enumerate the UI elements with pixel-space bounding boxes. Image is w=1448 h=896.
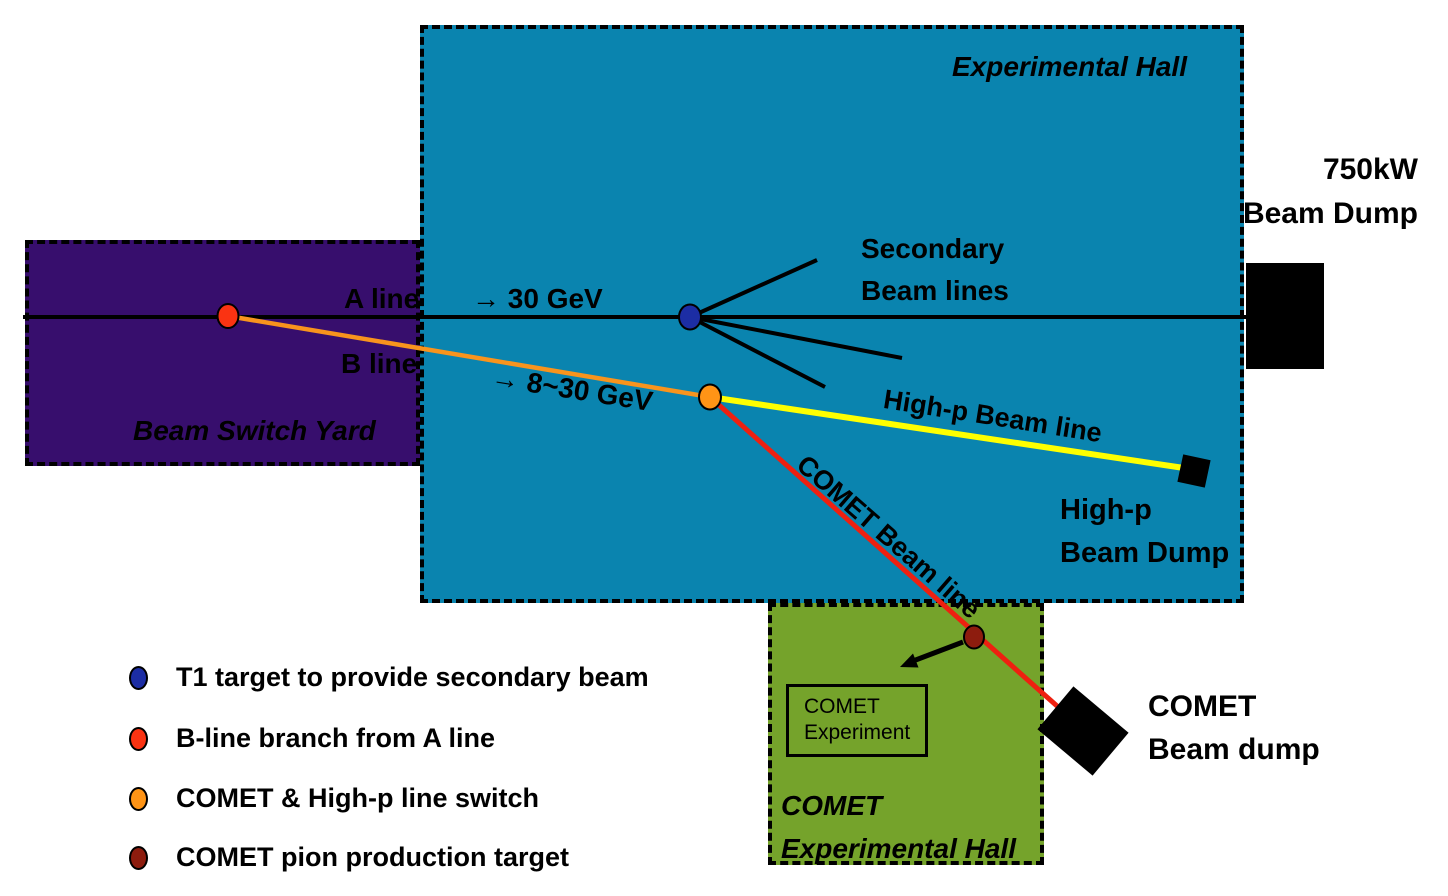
legend-item-b-line-branch: B-line branch from A line [129,723,495,754]
legend-label-line-switch: COMET & High-p line switch [176,783,539,813]
legend-label-b-line-branch: B-line branch from A line [176,723,496,753]
comet-experiment-box-line2: Experiment [804,721,911,744]
high-p-beam-dump-label-line1: High-p [1060,494,1152,526]
legend-label-t1-target: T1 target to provide secondary beam [176,662,649,692]
comet-hall-title-line2: Experimental Hall [781,833,1016,864]
comet-beam-dump-label-line1: COMET [1148,690,1257,723]
a-line-label: A line [344,283,420,314]
b-line-label: B line [341,348,418,379]
750kw-beam-dump-block [1246,263,1324,369]
secondary-beam-lines-label-line1: Secondary [861,233,1005,264]
comet-experiment-box-label: COMET Experiment [804,694,910,746]
comet-beam-dump-block [1037,686,1129,776]
comet-experiment-box-line1: COMET [804,695,880,718]
high-p-beam-dump-label-line2: Beam Dump [1060,537,1230,569]
secondary-beam-lines-label: Secondary Beam lines [861,228,1009,312]
beam-switch-yard-title: Beam Switch Yard [133,415,376,446]
b-line-branch-legend-dot-icon [129,726,148,751]
line-switch-legend-dot-icon [129,786,148,811]
comet-hall-title-line1: COMET [781,790,883,821]
comet-hall-title: COMET Experimental Hall [781,784,1016,870]
legend-label-pion-target: COMET pion production target [176,842,569,872]
comet-experiment-box: COMET Experiment [786,684,928,757]
750kw-beam-dump-label: 750kW Beam Dump [1238,148,1418,236]
high-p-beam-dump-label: High-p Beam Dump [1060,489,1229,575]
a-line-energy-label: → 30 GeV [472,283,603,314]
comet-beam-dump-label-line2: Beam dump [1148,733,1320,766]
comet-beam-dump-label: COMET Beam dump [1148,685,1320,771]
750kw-beam-dump-label-line2: Beam Dump [1242,197,1418,230]
t1-target-legend-dot-icon [129,665,148,690]
legend-item-pion-target: COMET pion production target [129,842,569,873]
secondary-beam-lines-label-line2: Beam lines [861,275,1009,306]
legend-item-line-switch: COMET & High-p line switch [129,783,539,814]
experimental-hall-title: Experimental Hall [952,51,1187,82]
legend-item-t1-target: T1 target to provide secondary beam [129,662,649,693]
750kw-beam-dump-label-line1: 750kW [1322,153,1418,186]
pion-target-legend-dot-icon [129,845,148,870]
